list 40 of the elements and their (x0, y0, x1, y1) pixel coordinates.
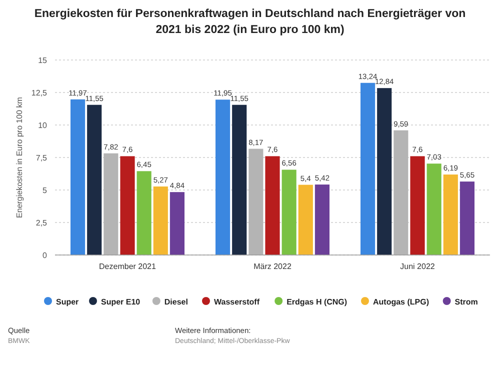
y-tick-label: 2,5 (36, 218, 48, 228)
legend-label: Strom (454, 298, 478, 306)
bar (120, 156, 135, 255)
bar (216, 100, 230, 255)
legend-label: Autogas (LPG) (373, 298, 430, 306)
bar (104, 153, 118, 255)
y-tick-label: 10 (38, 121, 48, 130)
x-tick-label: Dezember 2021 (99, 262, 157, 271)
bar (170, 192, 184, 255)
x-tick-label: März 2022 (254, 262, 292, 271)
y-tick-label: 5 (42, 186, 48, 195)
y-axis-title: Energiekosten in Euro pro 100 km (15, 96, 24, 218)
bar (282, 170, 296, 255)
bar (232, 104, 247, 255)
y-tick-label: 15 (38, 56, 48, 65)
bar (410, 156, 425, 255)
bar (377, 88, 392, 255)
bar (136, 171, 152, 255)
bar (314, 184, 330, 255)
y-tick-label: 0 (42, 251, 48, 260)
bar (394, 130, 408, 255)
bar (265, 156, 280, 255)
y-tick-label: 7,5 (36, 154, 48, 162)
bar (460, 182, 474, 255)
x-tick-label: Juni 2022 (400, 262, 436, 271)
legend-label: Diesel (164, 298, 188, 306)
bar (426, 164, 442, 255)
y-tick-label: 12,5 (31, 88, 48, 98)
bar (443, 174, 458, 255)
bar (298, 184, 313, 255)
bar (70, 99, 86, 255)
legend-label: Erdgas H (CNG) (286, 298, 348, 306)
bar (153, 186, 168, 255)
bar (248, 148, 264, 255)
legend-label: Super (56, 298, 79, 306)
bar (360, 82, 376, 255)
legend-label: Wasserstoff (214, 298, 260, 306)
chart-title: Energiekosten für Personenkraftwagen in Deutschland nach Energieträger von 2021 bis 2022 (in Euro pro 100 km) (34, 8, 466, 36)
legend-label: Super E10 (101, 298, 141, 306)
bar (87, 104, 102, 255)
